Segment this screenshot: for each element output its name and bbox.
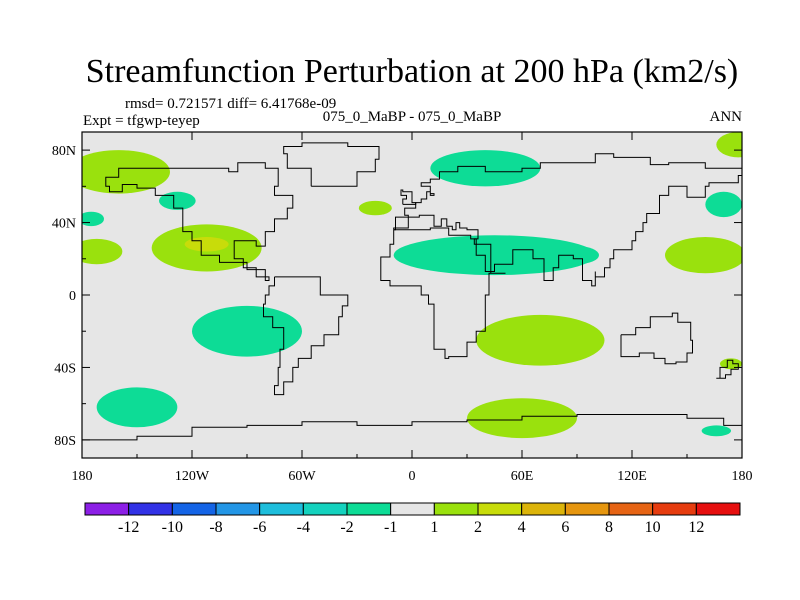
- y-tick-label: 80N: [52, 144, 76, 159]
- coastline-9: [82, 414, 742, 441]
- x-tick-label: 180: [732, 469, 753, 484]
- y-axis: 80N 40N 0 40S 80S: [52, 144, 742, 449]
- coastline-3: [283, 142, 380, 187]
- colorbar-swatch: [477, 502, 523, 516]
- colorbar-swatch: [695, 502, 741, 516]
- x-axis: 180 120W 60W 0 60E 120E 180: [72, 132, 753, 484]
- anomaly-region-1: [82, 150, 170, 194]
- colorbar-label: -1: [384, 519, 397, 536]
- y-tick-label: 40N: [52, 217, 76, 232]
- colorbar-swatch: [128, 502, 173, 516]
- colorbar-swatch: [433, 502, 479, 516]
- colorbar-swatch: [652, 502, 697, 516]
- coastline-4: [380, 227, 506, 359]
- colorbar-label: 4: [518, 519, 526, 536]
- colorbar-label: -10: [162, 519, 183, 536]
- colorbar-swatch: [302, 502, 348, 516]
- anomaly-region-12: [555, 246, 599, 265]
- stats-line: rmsd= 0.721571 diff= 6.41768e-09: [125, 96, 336, 112]
- anomaly-region-17: [716, 132, 742, 158]
- anomaly-region-3: [159, 191, 196, 210]
- x-tick-label: 60W: [288, 469, 316, 484]
- colorbar-label: 8: [605, 519, 613, 536]
- colorbar-swatch: [390, 502, 435, 516]
- coastline-7: [400, 189, 417, 205]
- center-label: 075_0_MaBP - 075_0_MaBP: [323, 109, 502, 125]
- anomaly-region-18: [720, 358, 742, 370]
- right-label: ANN: [710, 109, 743, 125]
- colorbar-swatch: [608, 502, 654, 516]
- x-tick-label: 120W: [175, 469, 210, 484]
- colorbar-label: 2: [474, 519, 482, 536]
- y-tick-label: 0: [69, 289, 76, 304]
- anomaly-region-19: [701, 425, 731, 437]
- colorbar-label: -8: [209, 519, 222, 536]
- colorbar-label: 10: [645, 519, 661, 536]
- anomaly-region-16: [705, 191, 742, 218]
- x-tick-label: 60E: [511, 469, 534, 484]
- colorbar-swatch: [346, 502, 392, 516]
- chart-title: Streamfunction Perturbation at 200 hPa (…: [86, 53, 739, 90]
- y-tick-label: 80S: [54, 434, 76, 449]
- anomaly-region-5: [184, 237, 229, 252]
- coastline-5: [393, 153, 742, 287]
- colorbar-swatch: [521, 502, 566, 516]
- coastline-6: [620, 312, 693, 365]
- anomaly-region-8: [96, 387, 178, 428]
- colorbar-label: -4: [297, 519, 310, 536]
- coastline-2: [263, 276, 349, 396]
- coastline-1: [105, 162, 294, 281]
- colorbar-label: -6: [253, 519, 266, 536]
- colorbar-label: 12: [688, 519, 704, 536]
- anomaly-region-10: [393, 235, 596, 276]
- colorbar-swatch: [215, 502, 261, 516]
- colorbar-label: -12: [118, 519, 139, 536]
- colorbar-swatch: [259, 502, 304, 516]
- coastline-layer: [82, 142, 742, 441]
- x-tick-label: 180: [72, 469, 93, 484]
- y-tick-label: 40S: [54, 361, 76, 376]
- colorbar-swatch: [564, 502, 610, 516]
- anomaly-region-15: [665, 237, 742, 274]
- colorbar-swatch: [84, 502, 130, 516]
- left-label: Expt = tfgwp-teyep: [83, 113, 200, 129]
- colorbar: -12 -10 -8 -6 -4 -2 -1 1 2 4 6 8 10 12: [84, 502, 741, 536]
- anomaly-region-13: [476, 314, 605, 366]
- colorbar-label: -2: [340, 519, 353, 536]
- colorbar-label: 6: [561, 519, 569, 536]
- colorbar-swatch: [171, 502, 217, 516]
- anomaly-region-11: [358, 200, 392, 216]
- coastline-8: [716, 359, 739, 379]
- x-tick-label: 120E: [617, 469, 647, 484]
- x-tick-label: 0: [409, 469, 416, 484]
- colorbar-label: 1: [430, 519, 438, 536]
- map-background: [82, 132, 742, 458]
- anomaly-region-6: [82, 238, 123, 265]
- anomaly-region-7: [192, 305, 302, 357]
